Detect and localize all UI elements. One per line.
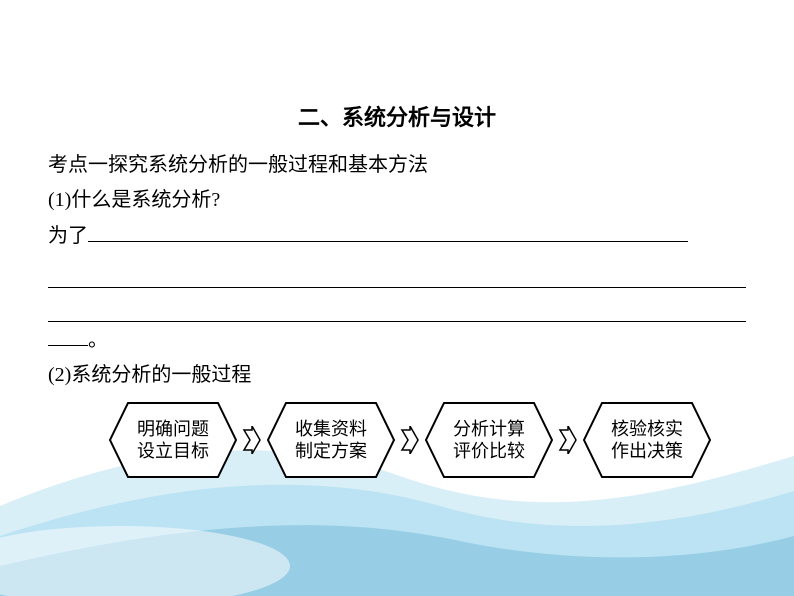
flow-node-4-line1: 核验核实 [611, 418, 683, 441]
q1-suffix: 。 [88, 329, 108, 351]
blank-line-1 [88, 218, 688, 242]
flow-node-3-line1: 分析计算 [453, 418, 525, 441]
kaodian-line: 考点一探究系统分析的一般过程和基本方法 [48, 148, 746, 183]
flow-node-1-line2: 设立目标 [137, 440, 209, 463]
arrow-icon [242, 426, 262, 454]
flow-diagram: 明确问题 设立目标 收集资料 制定方案 分析计算 评价比较 [48, 401, 746, 479]
slide-content: 二、系统分析与设计 考点一探究系统分析的一般过程和基本方法 (1)什么是系统分析… [0, 0, 794, 479]
flow-node-3: 分析计算 评价比较 [424, 401, 554, 479]
flow-node-1-line1: 明确问题 [137, 418, 209, 441]
flow-node-2-line1: 收集资料 [295, 418, 367, 441]
flow-node-4-line2: 作出决策 [611, 440, 683, 463]
flow-node-4: 核验核实 作出决策 [582, 401, 712, 479]
arrow-icon [558, 426, 578, 454]
flow-node-3-line2: 评价比较 [453, 440, 525, 463]
q1-label: (1)什么是系统分析? [48, 183, 746, 218]
blank-line-2 [48, 258, 746, 288]
flow-node-1: 明确问题 设立目标 [108, 401, 238, 479]
flow-node-2: 收集资料 制定方案 [266, 401, 396, 479]
section-title: 二、系统分析与设计 [48, 100, 746, 132]
q1-prefix: 为了 [48, 225, 88, 247]
arrow-icon [400, 426, 420, 454]
flow-node-2-line2: 制定方案 [295, 440, 367, 463]
blank-line-3 [48, 292, 746, 322]
blank-line-4 [48, 322, 88, 346]
q1-blanks: 为了 。 [48, 218, 746, 358]
q2-label: (2)系统分析的一般过程 [48, 358, 746, 393]
